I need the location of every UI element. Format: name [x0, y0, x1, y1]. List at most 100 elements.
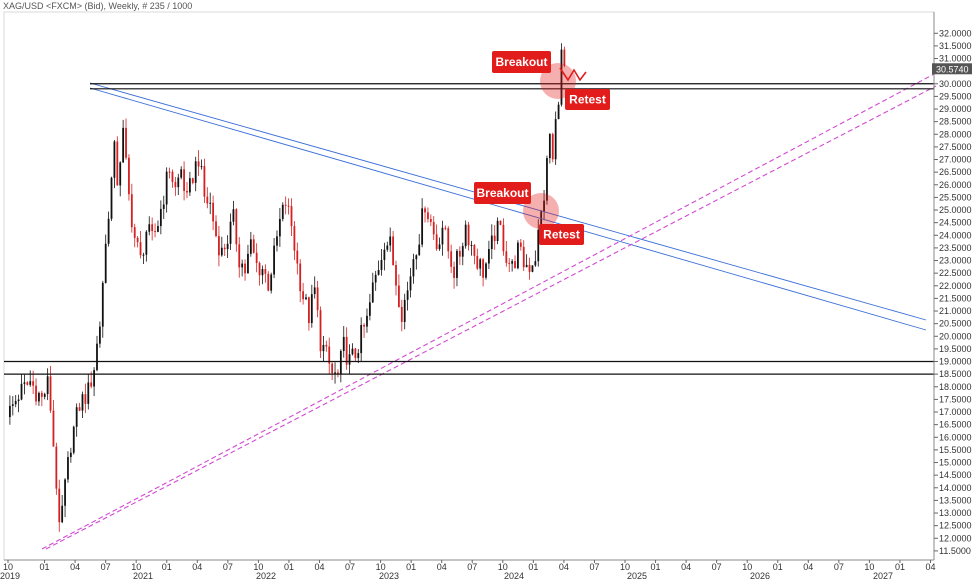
candle-body — [386, 245, 389, 250]
y-tick-label: 14.5000 — [939, 470, 972, 480]
retest-callout-label: Retest — [543, 228, 580, 242]
candle-body — [215, 221, 217, 237]
candle-body — [244, 263, 246, 274]
x-tick-label: 01 — [895, 562, 905, 572]
candle-body — [258, 262, 261, 276]
y-tick-label: 25.5000 — [939, 192, 972, 202]
candle-body — [554, 119, 557, 160]
candle-body — [348, 354, 351, 365]
x-tick-label: 01 — [528, 562, 538, 572]
candle-body — [496, 220, 499, 242]
candle-body — [360, 324, 363, 354]
candle-body — [563, 49, 566, 66]
y-tick-label: 13.0000 — [939, 508, 972, 518]
x-axis: 10 01 04 07 10 01 04 07 10 01 04 07 10 01 04 07 10 01 04 07… — [0, 559, 936, 580]
candle-body — [517, 242, 519, 269]
x-year-label: 2024 — [504, 571, 524, 580]
x-tick-label: 01 — [284, 562, 294, 572]
candle-body — [168, 171, 171, 173]
x-tick-label: 01 — [773, 562, 783, 572]
y-tick-label: 13.5000 — [939, 495, 972, 505]
x-year-label: 2023 — [379, 571, 399, 580]
candle-body — [40, 392, 43, 397]
candle-body — [104, 243, 107, 283]
x-tick-label: 10 — [620, 562, 630, 572]
candle-body — [313, 287, 316, 295]
candle-body — [560, 49, 563, 105]
candle-body — [188, 178, 191, 193]
x-tick-label: 01 — [406, 562, 416, 572]
retest-callout-box — [565, 89, 610, 110]
y-tick-label: 15.5000 — [939, 445, 972, 455]
breakout-callout-box — [474, 182, 531, 204]
candle-body — [395, 265, 397, 286]
candle-body — [415, 255, 418, 260]
candle-body — [287, 205, 290, 207]
candle-body — [319, 310, 322, 352]
chart-header: XAG/USD <FXCM> (Bid), Weekly, # 235 / 10… — [3, 1, 192, 11]
y-tick-label: 30.0000 — [939, 79, 972, 89]
x-tick-label: 01 — [651, 562, 661, 572]
y-tick-label: 12.5000 — [939, 521, 972, 531]
x-tick-label: 04 — [559, 562, 569, 572]
candle-body — [113, 141, 116, 178]
candle-body — [499, 220, 502, 225]
y-tick-label: 22.5000 — [939, 268, 972, 278]
x-tick-label: 10 — [3, 562, 13, 572]
candle-body — [299, 263, 302, 292]
highlight-circle — [523, 193, 559, 229]
candle-body — [371, 282, 374, 303]
y-tick-label: 15.0000 — [939, 458, 972, 468]
candle-body — [276, 236, 278, 246]
candle-body — [142, 254, 145, 256]
candle-body — [366, 315, 368, 327]
x-tick-label: 04 — [803, 562, 813, 572]
candle-body — [424, 208, 426, 213]
candle-body — [69, 452, 72, 458]
candle-body — [122, 127, 125, 163]
y-tick-label: 16.5000 — [939, 420, 972, 430]
candle-body — [409, 276, 412, 291]
x-tick-label: 10 — [131, 562, 141, 572]
candle-body — [551, 134, 554, 160]
y-tick-label: 19.5000 — [939, 344, 972, 354]
candle-body — [464, 224, 467, 247]
candle-body — [293, 226, 296, 251]
candle-body — [374, 274, 377, 283]
candle-body — [148, 224, 151, 232]
candle-body — [87, 382, 90, 404]
candle-body — [377, 269, 380, 275]
candle-body — [354, 348, 357, 359]
candle-body — [493, 235, 496, 242]
y-tick-label: 23.0000 — [939, 256, 972, 266]
candle-body — [125, 127, 127, 158]
candle-body — [46, 376, 49, 395]
candle-body — [406, 290, 409, 300]
candle-body — [316, 287, 319, 311]
x-tick-label: 10 — [498, 562, 508, 572]
candle-body — [255, 252, 258, 263]
candle-body — [438, 244, 441, 249]
candle-body — [64, 479, 66, 506]
candle-body — [177, 177, 180, 188]
candle-body — [133, 227, 136, 238]
y-tick-label: 16.0000 — [939, 432, 972, 442]
candle-body — [249, 239, 252, 254]
candle-body — [136, 237, 139, 243]
candle-body — [505, 251, 508, 263]
candle-body — [267, 273, 270, 291]
candle-body — [490, 235, 493, 250]
retest-arrow — [559, 67, 587, 82]
candle-body — [456, 250, 458, 278]
y-tick-label: 22.0000 — [939, 281, 972, 291]
y-tick-label: 25.0000 — [939, 205, 972, 215]
candle-body — [537, 229, 540, 262]
candle-body — [220, 247, 223, 256]
y-tick-label: 17.0000 — [939, 407, 972, 417]
y-tick-label: 18.5000 — [939, 369, 972, 379]
x-tick-label: 01 — [162, 562, 172, 572]
y-tick-label: 24.0000 — [939, 230, 972, 240]
candle-body — [157, 226, 159, 232]
candle-body — [473, 244, 476, 256]
y-tick-label: 31.5000 — [939, 41, 972, 51]
